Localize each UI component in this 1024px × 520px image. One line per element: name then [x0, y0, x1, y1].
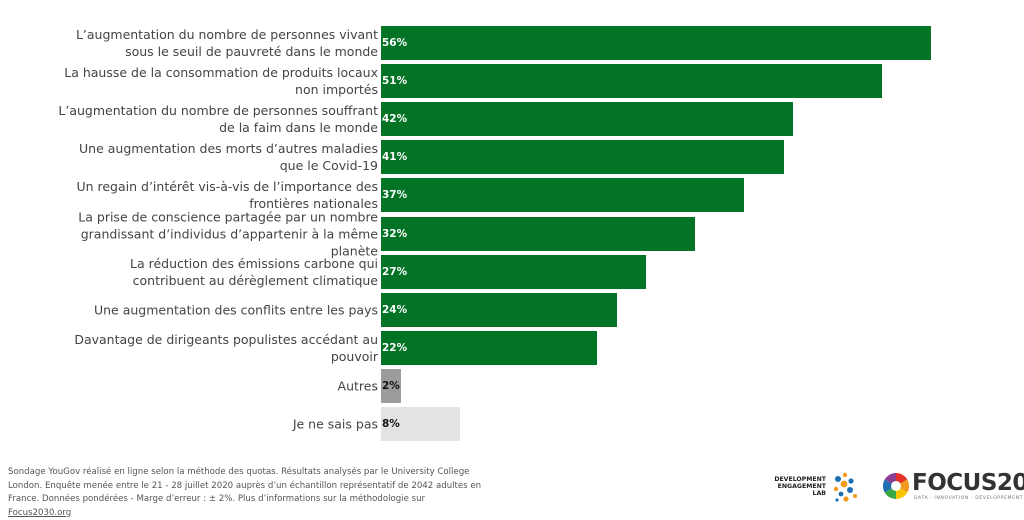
bar [381, 26, 931, 60]
category-label: Je ne sais pas [292, 416, 378, 432]
category-label: La hausse de la consommation de produits… [64, 65, 378, 98]
category-label: Autres [337, 378, 378, 394]
category-label: La réduction des émissions carbone qui c… [130, 255, 378, 288]
focus2030-tagline: DATA · INNOVATION · DÉVELOPPEMENT [914, 496, 1024, 501]
focus2030-name: FOCUS2030 [912, 470, 1024, 496]
category-label: Une augmentation des conflits entre les … [93, 302, 378, 318]
bar [381, 140, 784, 175]
methodology-note: Sondage YouGov réalisé en ligne selon la… [8, 466, 488, 520]
category-label: Une augmentation des morts d’autres mala… [79, 141, 378, 174]
focus2030-aperture-icon [882, 472, 910, 500]
development-engagement-lab-logo: DEVELOPMENT ENGAGEMENT LAB [770, 470, 860, 506]
bar [381, 368, 401, 403]
category-label: L’augmentation du nombre de personnes vi… [75, 27, 378, 59]
category-label: Davantage de dirigeants populistes accéd… [74, 331, 378, 364]
value-label: 8% [382, 418, 400, 430]
bar [381, 292, 617, 327]
bar [381, 64, 882, 99]
value-label: 24% [382, 303, 408, 316]
value-label: 2% [382, 379, 400, 392]
del-logo-text: DEVELOPMENT ENGAGEMENT LAB [774, 476, 826, 498]
value-label: 51% [382, 75, 408, 88]
category-label: L’augmentation du nombre de personnes so… [58, 103, 378, 136]
category-label: La prise de conscience partagée par un n… [78, 209, 378, 258]
value-label: 56% [382, 37, 408, 49]
bar-chart: L’augmentation du nombre de personnes vi… [58, 26, 931, 441]
bar [381, 407, 460, 441]
bar [381, 254, 647, 289]
value-label: 32% [382, 227, 408, 240]
bar [381, 102, 794, 137]
category-label: Un regain d’intérêt vis-à-vis de l’impor… [76, 179, 378, 212]
value-label: 41% [382, 151, 408, 164]
focus2030-logo: FOCUS2030 DATA · INNOVATION · DÉVELOPPEM… [882, 468, 1024, 508]
bar [381, 178, 745, 213]
bar [381, 216, 696, 251]
bar [381, 330, 598, 365]
value-label: 22% [382, 341, 408, 354]
del-dots-icon [833, 472, 857, 502]
value-label: 27% [382, 265, 408, 278]
methodology-text: Sondage YouGov réalisé en ligne selon la… [8, 467, 482, 504]
value-label: 37% [382, 189, 408, 202]
value-label: 42% [382, 113, 408, 126]
focus2030-link[interactable]: Focus2030.org [8, 507, 72, 518]
